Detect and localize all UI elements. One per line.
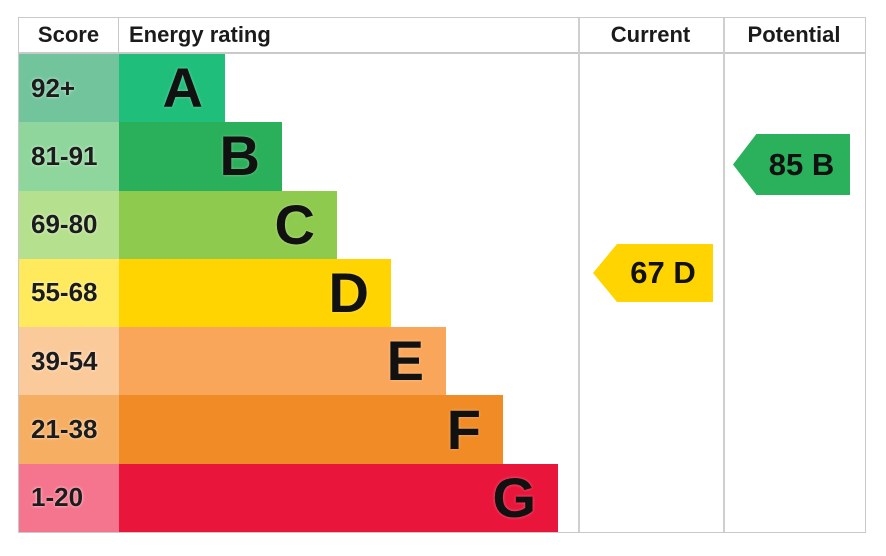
chart-header-row: Score Energy rating Current Potential <box>19 18 865 54</box>
band-score-range: 39-54 <box>19 327 119 396</box>
column-header-potential: Potential <box>747 22 841 47</box>
potential-rating-arrow: 85 B <box>733 134 850 195</box>
band-bar: G <box>119 463 558 532</box>
current-rating-arrow: 67 D <box>593 244 713 302</box>
band-score-range: 69-80 <box>19 190 119 259</box>
band-letter: A <box>162 56 203 120</box>
epc-rating-chart: Score Energy rating Current Potential 92… <box>18 17 866 533</box>
column-header-current: Current <box>610 22 691 47</box>
band-bar: B <box>119 122 282 191</box>
band-letter: G <box>492 465 536 529</box>
band-score-range: 81-91 <box>19 122 119 191</box>
band-row: 21-38 F <box>19 395 865 464</box>
band-letter: B <box>219 124 260 188</box>
band-bar: D <box>119 258 391 328</box>
band-row: 1-20 G <box>19 463 865 532</box>
band-bar: E <box>119 327 446 396</box>
band-row: 55-68 D <box>19 258 865 328</box>
band-score-range: 92+ <box>19 54 119 123</box>
potential-column-divider <box>723 18 725 532</box>
column-header-energy-rating: Energy rating <box>129 22 271 47</box>
band-letter: C <box>274 192 315 256</box>
band-row: 92+ A <box>19 54 865 123</box>
band-bar: C <box>119 190 337 259</box>
band-rows-container: 92+ A 81-91 B 69-80 C 55-68 D 39-54 E 21-38 F 1-20 G <box>19 54 865 532</box>
band-letter: F <box>446 397 481 461</box>
band-bar: F <box>119 395 503 464</box>
band-row: 69-80 C <box>19 190 865 259</box>
band-letter: E <box>386 329 424 393</box>
band-score-range: 21-38 <box>19 395 119 464</box>
band-score-range: 1-20 <box>19 463 119 532</box>
band-row: 39-54 E <box>19 327 865 396</box>
current-column-divider <box>578 18 580 532</box>
column-header-score: Score <box>19 18 119 52</box>
band-score-range: 55-68 <box>19 258 119 328</box>
band-letter: D <box>328 260 369 324</box>
band-row: 81-91 B <box>19 122 865 191</box>
band-bar: A <box>119 54 225 123</box>
